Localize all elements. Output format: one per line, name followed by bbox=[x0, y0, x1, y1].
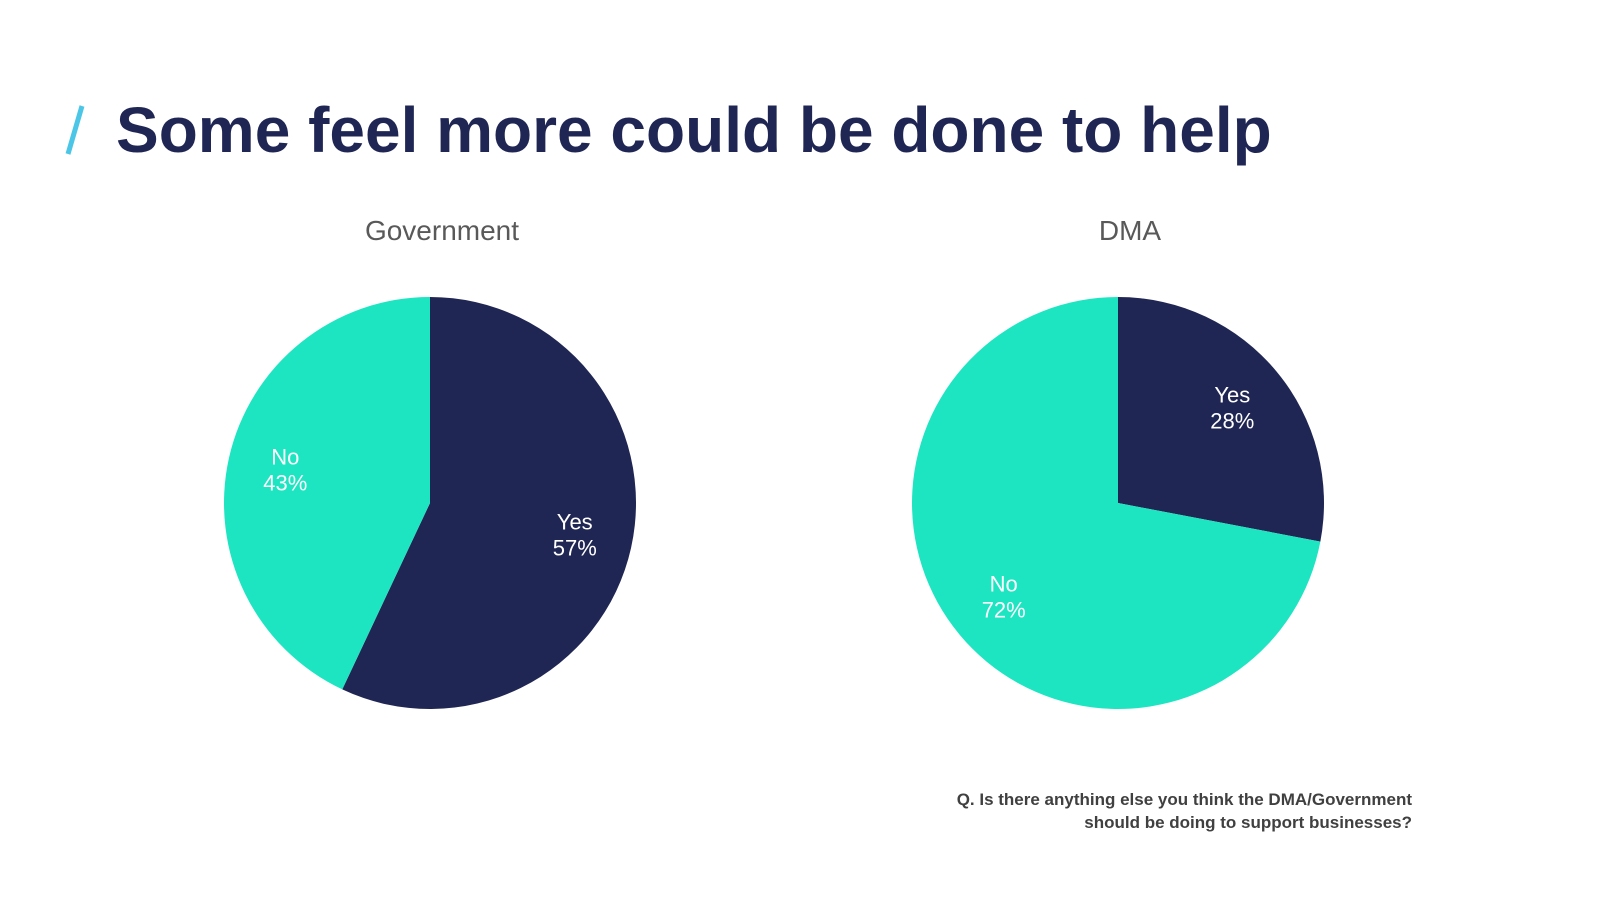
pie-slice-no bbox=[912, 297, 1321, 709]
slice-category-label: No bbox=[990, 572, 1018, 597]
pie-slice-yes bbox=[1118, 297, 1324, 542]
government-pie-chart: Government Yes 57% No 43% bbox=[162, 205, 722, 745]
chart-title: Government bbox=[364, 215, 520, 246]
question-line: Q. Is there anything else you think the … bbox=[956, 790, 1412, 809]
page-title: Some feel more could be done to help bbox=[116, 94, 1272, 166]
slice-value-label: 72% bbox=[982, 598, 1026, 623]
slice-category-label: Yes bbox=[557, 509, 593, 534]
slice-value-label: 57% bbox=[553, 535, 597, 560]
accent-slash-icon bbox=[65, 105, 85, 155]
pie-slice-yes bbox=[342, 297, 636, 709]
dma-pie-chart: DMA Yes 28% No 72% bbox=[850, 205, 1410, 745]
survey-question: Q. Is there anything else you think the … bbox=[812, 788, 1412, 834]
slice-category-label: Yes bbox=[1214, 382, 1250, 407]
slice-value-label: 28% bbox=[1210, 408, 1254, 433]
slice-category-label: No bbox=[271, 445, 299, 470]
question-line: should be doing to support businesses? bbox=[1084, 813, 1412, 832]
slice-value-label: 43% bbox=[263, 471, 307, 496]
chart-title: DMA bbox=[1098, 215, 1162, 246]
pie-slice-no bbox=[223, 297, 430, 690]
